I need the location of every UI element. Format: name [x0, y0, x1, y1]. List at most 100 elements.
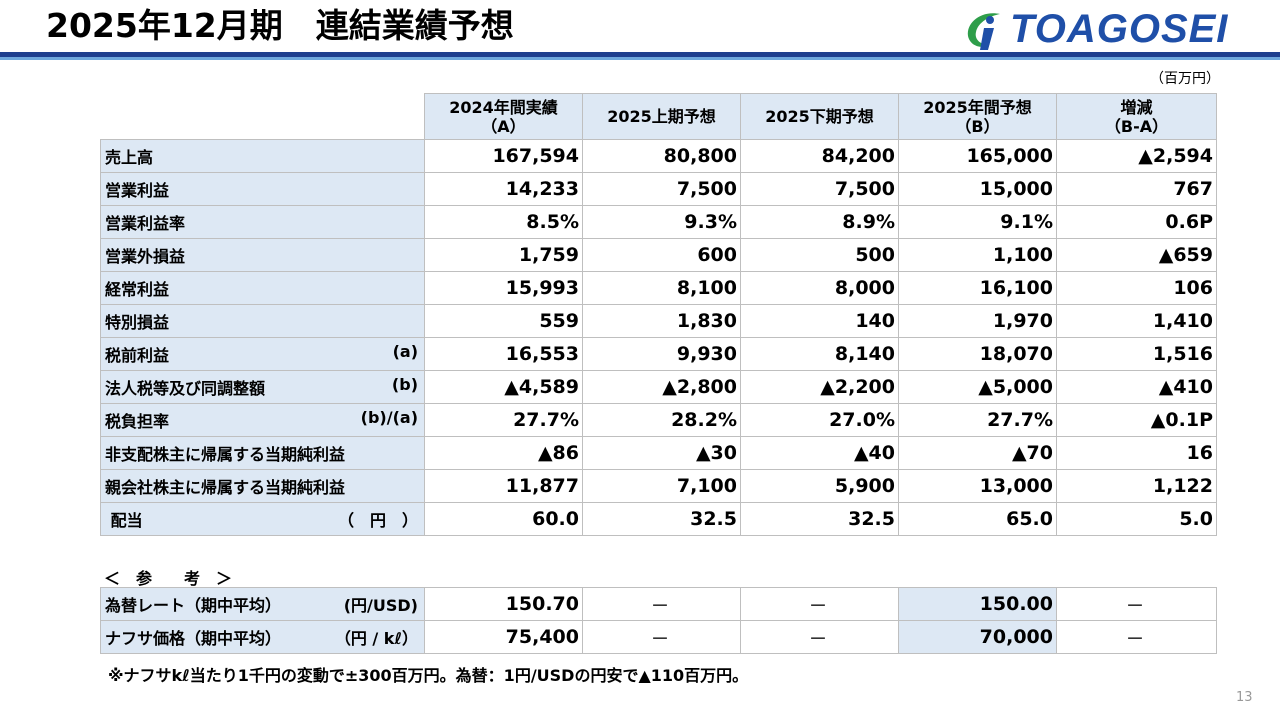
value-cell: 5.0 — [1056, 502, 1217, 536]
row-label: 親会社株主に帰属する当期純利益 — [100, 469, 425, 503]
page-number: 13 — [1236, 690, 1253, 705]
column-header: 2025上期予想 — [582, 93, 741, 140]
footnote: ※ナフサkℓ当たり1千円の変動で±300百万円。為替：1円/USDの円安で▲11… — [108, 666, 749, 685]
table-header-row: 2024年間実績 （A） 2025上期予想 2025下期予想 2025年間予想 （B）… — [101, 93, 1217, 140]
row-label: (b)/(a) 税負担率 — [100, 403, 425, 437]
row-label-text: 営業利益率 — [105, 214, 186, 233]
value-cell: 106 — [1056, 271, 1217, 305]
value-cell: 1,970 — [898, 304, 1057, 338]
value-cell: － — [1056, 587, 1217, 621]
row-label-text: 親会社株主に帰属する当期純利益 — [105, 478, 346, 497]
value-cell: 1,122 — [1056, 469, 1217, 503]
row-label-text: 為替レート（期中平均） — [105, 596, 282, 615]
forecast-table: 2024年間実績 （A） 2025上期予想 2025下期予想 2025年間予想 （B）… — [100, 93, 1217, 536]
table-row: 営業利益 14,233 7,500 7,500 15,000 767 — [100, 172, 1217, 206]
value-cell: ▲4,589 — [424, 370, 583, 404]
table-row: 営業利益率 8.5% 9.3% 8.9% 9.1% 0.6P — [100, 205, 1217, 239]
table-row: (b) 法人税等及び同調整額 ▲4,589 ▲2,800 ▲2,200 ▲5,000 ▲41… — [100, 370, 1217, 404]
row-label: 非支配株主に帰属する当期純利益 — [100, 436, 425, 470]
value-cell: 13,000 — [898, 469, 1057, 503]
value-cell: 28.2% — [582, 403, 741, 437]
value-cell: 767 — [1056, 172, 1217, 206]
row-label-text: 法人税等及び同調整額 — [105, 379, 266, 398]
value-cell: 9,930 — [582, 337, 741, 371]
value-cell: 5,900 — [740, 469, 899, 503]
value-cell: 8.9% — [740, 205, 899, 239]
row-label-unit: (b)/(a) — [360, 408, 418, 427]
table-row: (a) 税前利益 16,553 9,930 8,140 18,070 1,516 — [100, 337, 1217, 371]
row-label: （ 円 ） 配当 — [100, 502, 425, 536]
value-cell: 80,800 — [582, 139, 741, 173]
value-cell: 150.00 — [898, 587, 1057, 621]
value-cell: ▲40 — [740, 436, 899, 470]
reference-table: (円/USD) 為替レート（期中平均） 150.70 －－ 150.00 －（円 / kℓ… — [100, 587, 1217, 654]
header-blank-cell — [101, 94, 425, 140]
value-cell: 8,140 — [740, 337, 899, 371]
column-header: 2024年間実績 （A） — [424, 93, 583, 140]
row-label: 経常利益 — [100, 271, 425, 305]
value-cell: 167,594 — [424, 139, 583, 173]
row-label-unit: (a) — [392, 342, 418, 361]
row-label-text: 経常利益 — [105, 280, 170, 299]
row-label-text: 税負担率 — [105, 412, 170, 431]
row-label-text: 特別損益 — [105, 313, 170, 332]
table-row: (円/USD) 為替レート（期中平均） 150.70 －－ 150.00 － — [100, 587, 1217, 621]
logo-text: TOAGOSEI — [1010, 7, 1229, 51]
value-cell: － — [1056, 620, 1217, 654]
row-label: 売上高 — [100, 139, 425, 173]
value-cell: ▲5,000 — [898, 370, 1057, 404]
value-cell: 84,200 — [740, 139, 899, 173]
row-label: (b) 法人税等及び同調整額 — [100, 370, 425, 404]
value-cell: 32.5 — [582, 502, 741, 536]
value-cell: 150.70 — [424, 587, 583, 621]
row-label-text: 営業外損益 — [105, 247, 186, 266]
value-cell: 16 — [1056, 436, 1217, 470]
row-label: (a) 税前利益 — [100, 337, 425, 371]
value-cell: 7,500 — [582, 172, 741, 206]
value-cell: 500 — [740, 238, 899, 272]
row-label: 営業利益 — [100, 172, 425, 206]
company-logo: TOAGOSEI — [960, 6, 1275, 52]
table-row: 非支配株主に帰属する当期純利益 ▲86 ▲30 ▲40 ▲70 16 — [100, 436, 1217, 470]
logo-swoosh-icon — [967, 13, 1000, 50]
value-cell: 27.7% — [424, 403, 583, 437]
table-row: 営業外損益 1,759 600 500 1,100 ▲659 — [100, 238, 1217, 272]
value-cell: 15,000 — [898, 172, 1057, 206]
value-cell: ▲2,594 — [1056, 139, 1217, 173]
value-cell: 1,830 — [582, 304, 741, 338]
value-cell: 18,070 — [898, 337, 1057, 371]
row-label: (円/USD) 為替レート（期中平均） — [100, 587, 425, 621]
value-cell: 1,516 — [1056, 337, 1217, 371]
unit-label: （百万円） — [1150, 71, 1220, 87]
value-cell: 11,877 — [424, 469, 583, 503]
row-label-text: 売上高 — [105, 148, 154, 167]
value-cell: 1,410 — [1056, 304, 1217, 338]
row-label-text: 税前利益 — [105, 346, 170, 365]
value-cell: ▲86 — [424, 436, 583, 470]
value-cell: 27.0% — [740, 403, 899, 437]
value-cell: ▲659 — [1056, 238, 1217, 272]
header-rule — [0, 52, 1280, 57]
row-label-unit: (円/USD) — [343, 596, 418, 615]
header-rule-accent — [0, 57, 1280, 60]
value-cell: － — [582, 587, 741, 621]
page-title: 2025年12月期 連結業績予想 — [46, 6, 514, 45]
value-cell: － — [582, 620, 741, 654]
row-label-text: 営業利益 — [105, 181, 170, 200]
value-cell: ▲30 — [582, 436, 741, 470]
value-cell: 60.0 — [424, 502, 583, 536]
value-cell: ▲70 — [898, 436, 1057, 470]
value-cell: 32.5 — [740, 502, 899, 536]
table-row: (b)/(a) 税負担率 27.7% 28.2% 27.0% 27.7% ▲0.1P — [100, 403, 1217, 437]
value-cell: 559 — [424, 304, 583, 338]
table-row: 親会社株主に帰属する当期純利益 11,877 7,100 5,900 13,000 1,1… — [100, 469, 1217, 503]
value-cell: 9.3% — [582, 205, 741, 239]
row-label-text: 非支配株主に帰属する当期純利益 — [105, 445, 346, 464]
value-cell: 9.1% — [898, 205, 1057, 239]
value-cell: ▲2,200 — [740, 370, 899, 404]
table-row: （ 円 ） 配当 60.0 32.5 32.5 65.0 5.0 — [100, 502, 1217, 536]
value-cell: 65.0 — [898, 502, 1057, 536]
value-cell: ▲410 — [1056, 370, 1217, 404]
row-label-text: 配当 — [105, 511, 143, 530]
value-cell: 140 — [740, 304, 899, 338]
